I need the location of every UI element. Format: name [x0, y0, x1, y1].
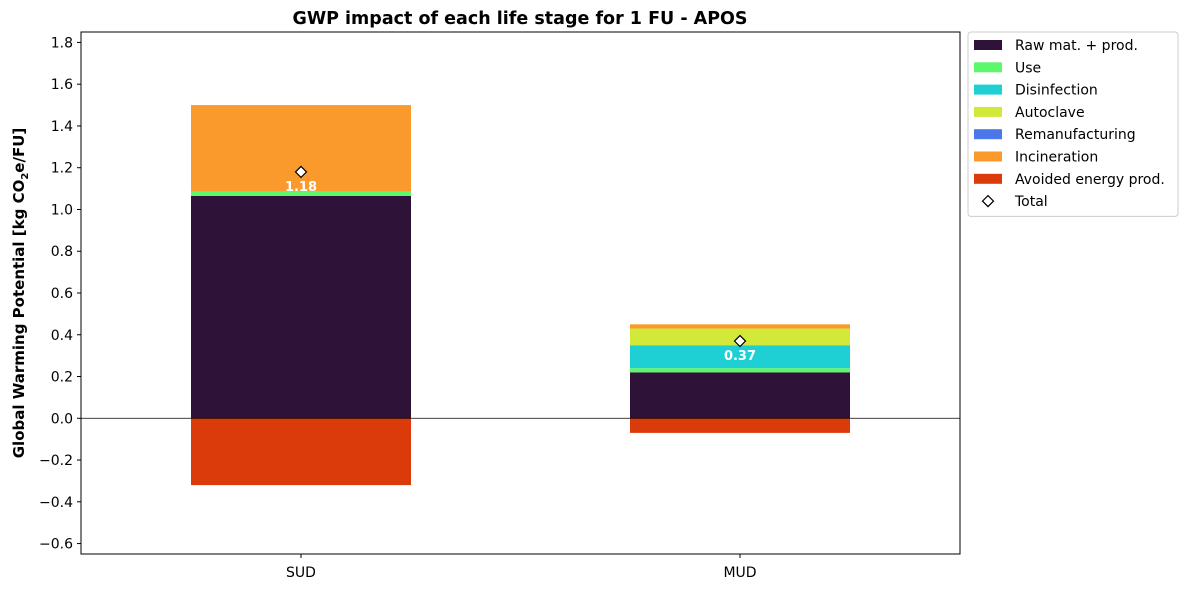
x-tick-label-mud: MUD	[723, 565, 756, 581]
legend: Raw mat. + prod. Use Disinfection Autoclave…	[967, 31, 1179, 217]
y-tick-label: 0.2	[51, 370, 73, 386]
legend-label-1: Use	[1015, 60, 1041, 76]
y-tick-label: −0.4	[39, 495, 73, 511]
chart-title: GWP impact of each life stage for 1 FU -…	[292, 9, 747, 29]
y-tick-label: 1.4	[51, 119, 73, 135]
bar-segment-mud-0	[630, 372, 850, 419]
legend-swatch-0	[974, 40, 1002, 50]
total-marker-mud	[733, 334, 747, 348]
y-tick-label: 1.0	[51, 202, 73, 218]
total-marker-sud	[294, 165, 308, 179]
y-tick-label: 1.6	[51, 77, 73, 93]
bar-segment-sud-5	[191, 105, 411, 192]
bar-segment-mud-5	[630, 324, 850, 329]
x-tick-label-sud: SUD	[286, 565, 316, 581]
y-tick-label: 0.8	[51, 244, 73, 260]
bar-segment-sud-6	[191, 418, 411, 486]
y-axis: −0.6 −0.4 −0.2 0.0 0.2 0.4 0.6 0.8 1.0 1.2 1.4 1.6 1…	[39, 35, 81, 553]
y-tick-label: −0.2	[39, 453, 73, 469]
plot-frame	[80, 31, 961, 555]
y-tick-label: −0.6	[39, 537, 73, 553]
legend-swatch-4	[974, 129, 1002, 140]
legend-label-6: Avoided energy prod.	[1015, 172, 1165, 188]
legend-label-5: Incineration	[1015, 150, 1098, 166]
legend-frame	[967, 31, 1179, 217]
legend-swatch-3	[974, 106, 1002, 117]
y-axis-label-subscript: 2	[20, 173, 31, 180]
legend-swatch-2	[974, 84, 1002, 95]
legend-swatch-6	[974, 173, 1002, 184]
legend-swatch-1	[974, 62, 1002, 73]
legend-label-3: Autoclave	[1015, 105, 1085, 121]
y-tick-label: 0.0	[51, 411, 73, 427]
total-label-sud: 1.18	[285, 180, 317, 195]
bar-segment-sud-0	[191, 195, 411, 419]
y-tick-label: 0.6	[51, 286, 73, 302]
y-tick-label: 0.4	[51, 328, 73, 344]
legend-label-total: Total	[1014, 194, 1048, 210]
bar-group	[191, 105, 850, 486]
bar-segment-mud-2	[630, 345, 850, 369]
legend-label-0: Raw mat. + prod.	[1015, 38, 1138, 54]
x-axis: SUD MUD	[286, 554, 757, 581]
bar-segment-mud-6	[630, 418, 850, 433]
total-label-mud: 0.37	[724, 349, 756, 364]
y-axis-label: Global Warming Potential [kg CO2e/FU]	[10, 128, 31, 459]
total-markers-group: 1.18 0.37	[285, 165, 756, 364]
legend-label-2: Disinfection	[1015, 83, 1098, 99]
y-tick-label: 1.2	[51, 161, 73, 177]
bar-segment-mud-1	[630, 368, 850, 373]
legend-swatch-5	[974, 151, 1002, 162]
y-axis-label-part-2: e/FU]	[10, 128, 28, 173]
y-tick-label: 1.8	[51, 35, 73, 51]
y-axis-label-part-1: Global Warming Potential [kg CO	[10, 180, 28, 459]
bar-segment-sud-1	[191, 191, 411, 196]
legend-total-marker	[981, 194, 995, 208]
legend-label-4: Remanufacturing	[1015, 127, 1136, 143]
